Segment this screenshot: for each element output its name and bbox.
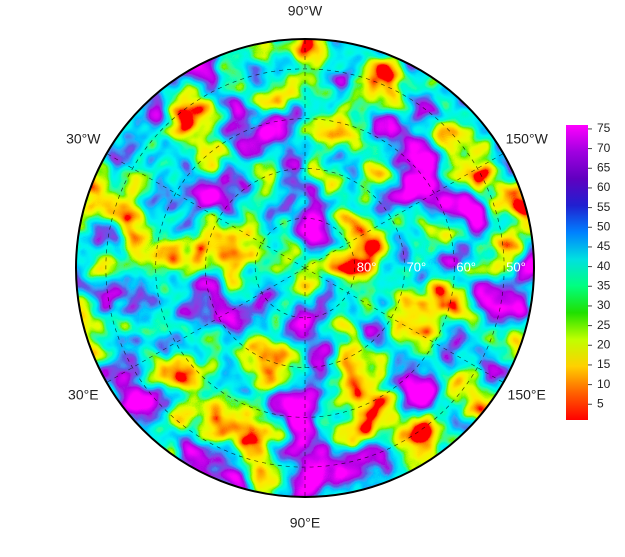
colorbar-tick-label: 50: [597, 219, 611, 233]
longitude-label: 90°E: [290, 515, 321, 531]
latitude-label: 50°: [506, 259, 526, 274]
longitude-label: 150°W: [506, 131, 549, 147]
colorbar-tick-label: 5: [597, 396, 604, 410]
latitude-label: 80°: [357, 259, 377, 274]
colorbar: [566, 125, 588, 420]
meridian: [304, 153, 504, 269]
colorbar-tick-label: 55: [597, 200, 611, 214]
colorbar-tick-label: 35: [597, 278, 611, 292]
latitude-label: 70°: [407, 259, 427, 274]
longitude-label: 150°E: [508, 387, 546, 403]
colorbar-tick-label: 65: [597, 160, 611, 174]
meridian: [106, 267, 306, 383]
latitude-circle: [155, 118, 455, 418]
colorbar-tick-label: 15: [597, 357, 611, 371]
colorbar-tick-label: 25: [597, 318, 611, 332]
meridian: [304, 267, 504, 383]
longitude-label: 30°E: [68, 387, 99, 403]
colorbar-tick-label: 45: [597, 239, 611, 253]
latitude-label: 60°: [456, 259, 476, 274]
latitude-circle: [205, 168, 405, 368]
colorbar-tick-label: 10: [597, 377, 611, 391]
colorbar-tick-label: 20: [597, 337, 611, 351]
longitude-label: 30°W: [66, 131, 101, 147]
colorbar-tick-label: 60: [597, 180, 611, 194]
latitude-circle: [105, 68, 505, 468]
graticule: [105, 39, 505, 497]
colorbar-tick-label: 40: [597, 259, 611, 273]
meridian: [106, 153, 306, 269]
colorbar-tick-label: 70: [597, 141, 611, 155]
longitude-label: 90°W: [288, 3, 323, 19]
colorbar-tick-label: 30: [597, 298, 611, 312]
boundary: [75, 38, 535, 498]
colorbar-tick-label: 75: [597, 121, 611, 135]
